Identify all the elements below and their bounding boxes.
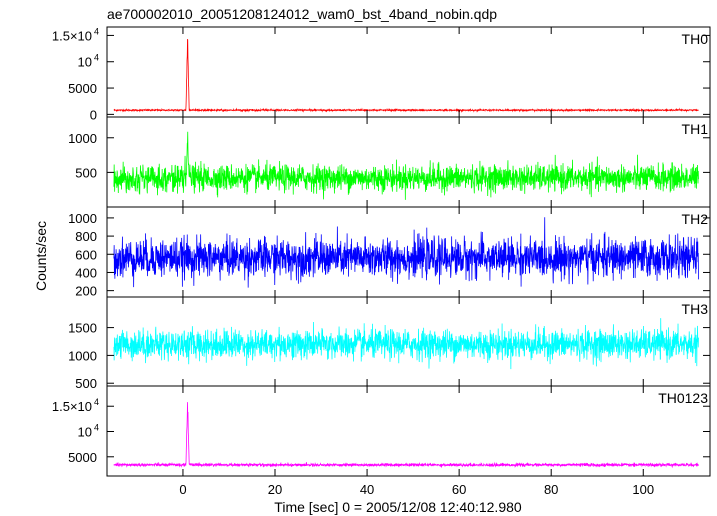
y-tick-label: 0 bbox=[90, 107, 97, 122]
series-line-th1 bbox=[113, 131, 699, 200]
series-line-th3 bbox=[113, 318, 699, 370]
y-tick-label: 5000 bbox=[68, 450, 97, 465]
y-tick-label-exponent: 4 bbox=[94, 397, 99, 407]
y-tick-label: 800 bbox=[75, 229, 97, 244]
chart-title: ae700002010_20051208124012_wam0_bst_4ban… bbox=[107, 6, 497, 22]
y-tick-label: 1000 bbox=[68, 211, 97, 226]
y-tick-label: 600 bbox=[75, 247, 97, 262]
y-tick-label-exponent: 4 bbox=[94, 53, 99, 63]
panel-label: TH1 bbox=[682, 121, 709, 137]
x-tick-label: 60 bbox=[452, 482, 466, 497]
x-tick-label: 0 bbox=[179, 482, 186, 497]
y-tick-label: 200 bbox=[75, 284, 97, 299]
y-tick-label: 1500 bbox=[68, 321, 97, 336]
series-line-th0123 bbox=[113, 402, 699, 469]
y-tick-label: 1000 bbox=[68, 131, 97, 146]
panel-label: TH2 bbox=[682, 211, 709, 227]
y-tick-label: 1000 bbox=[68, 348, 97, 363]
panel-label: TH0123 bbox=[658, 390, 708, 406]
y-tick-label: 400 bbox=[75, 265, 97, 280]
y-tick-label: 500 bbox=[75, 376, 97, 391]
x-tick-label: 20 bbox=[268, 482, 282, 497]
y-tick-label: 1.5×10 bbox=[52, 399, 92, 414]
y-axis-label: Counts/sec bbox=[33, 221, 49, 291]
x-axis-label: Time [sec] 0 = 2005/12/08 12:40:12.980 bbox=[274, 499, 522, 515]
panel-frame bbox=[106, 385, 711, 477]
panel-th1: 500 1000 TH1 bbox=[68, 116, 711, 208]
y-tick-label: 5000 bbox=[68, 81, 97, 96]
x-tick-label: 100 bbox=[632, 482, 654, 497]
series-line-th2 bbox=[113, 217, 699, 288]
x-tick-label: 80 bbox=[544, 482, 558, 497]
y-tick-label-exponent: 4 bbox=[94, 423, 99, 433]
y-tick-label: 500 bbox=[75, 165, 97, 180]
series-line-th0 bbox=[113, 38, 699, 113]
y-tick-label: 10 bbox=[78, 55, 92, 70]
x-tick-label: 40 bbox=[360, 482, 374, 497]
y-tick-label: 1.5×10 bbox=[52, 28, 92, 43]
y-tick-label: 10 bbox=[78, 425, 92, 440]
panel-label: TH0 bbox=[682, 31, 709, 47]
y-tick-label-exponent: 4 bbox=[94, 26, 99, 36]
panel-label: TH3 bbox=[682, 301, 709, 317]
panel-th2: 200 400 600 800 1000 TH2 bbox=[68, 206, 711, 299]
